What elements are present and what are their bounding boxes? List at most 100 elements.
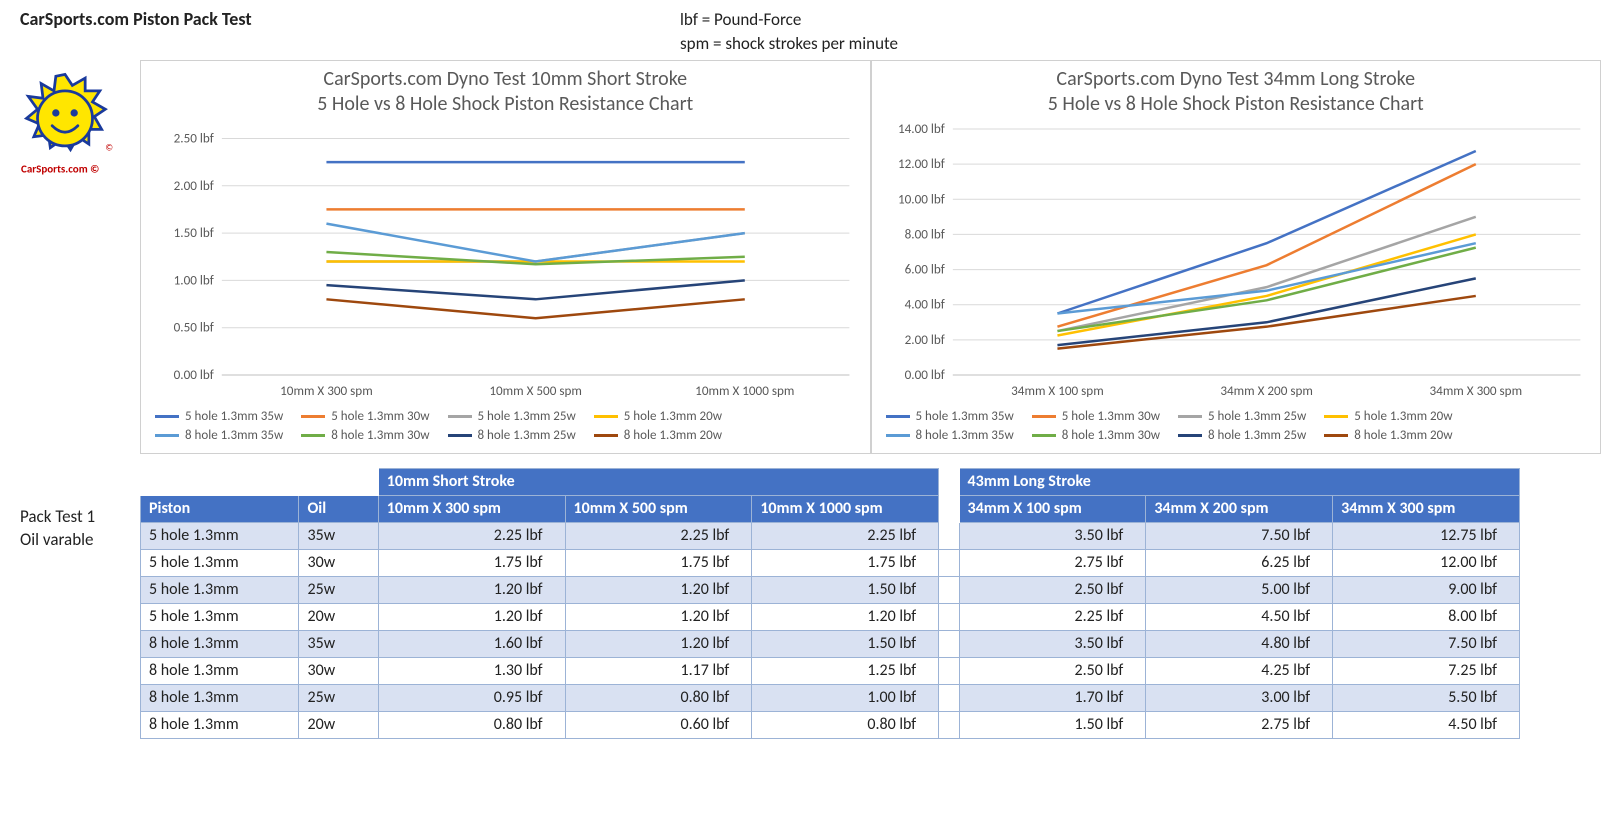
cell-oil: 25w	[299, 576, 378, 603]
legend-label: 5 hole 1.3mm 30w	[1062, 409, 1160, 424]
legend-label: 5 hole 1.3mm 20w	[1354, 409, 1452, 424]
chart-left: CarSports.com Dyno Test 10mm Short Strok…	[140, 60, 871, 454]
col-300b: 34mm X 300 spm	[1333, 495, 1520, 522]
legend-swatch	[155, 415, 179, 418]
table-row: 8 hole 1.3mm25w0.95 lbf0.80 lbf1.00 lbf1…	[141, 684, 1520, 711]
cell-oil: 35w	[299, 630, 378, 657]
legend-swatch	[301, 434, 325, 437]
legend-item-8h30: 8 hole 1.3mm 30w	[1032, 428, 1160, 443]
cell-val: 2.50 lbf	[959, 657, 1146, 684]
cell-val: 1.75 lbf	[565, 549, 752, 576]
side-label-1: Pack Test 1	[20, 506, 140, 529]
legend-item-5h25: 5 hole 1.3mm 25w	[1178, 409, 1306, 424]
legend-label: 8 hole 1.3mm 30w	[331, 428, 429, 443]
cell-oil: 20w	[299, 603, 378, 630]
side-label-2: Oil varable	[20, 529, 140, 552]
cell-val: 1.25 lbf	[752, 657, 939, 684]
cell-val: 2.25 lbf	[565, 522, 752, 549]
chart-right-plot: 0.00 lbf2.00 lbf4.00 lbf6.00 lbf8.00 lbf…	[882, 123, 1591, 403]
svg-text:1.50 lbf: 1.50 lbf	[174, 225, 214, 241]
cell-val: 2.75 lbf	[959, 549, 1146, 576]
col-oil: Oil	[299, 495, 378, 522]
group-header-right: 43mm Long Stroke	[959, 468, 1519, 495]
legend-item-5h20: 5 hole 1.3mm 20w	[1324, 409, 1452, 424]
svg-text:2.50 lbf: 2.50 lbf	[174, 130, 214, 146]
cell-val: 1.75 lbf	[752, 549, 939, 576]
table-row: 5 hole 1.3mm30w1.75 lbf1.75 lbf1.75 lbf2…	[141, 549, 1520, 576]
cell-val: 2.25 lbf	[378, 522, 565, 549]
cell-val: 12.75 lbf	[1333, 522, 1520, 549]
cell-val: 4.50 lbf	[1146, 603, 1333, 630]
svg-text:12.00 lbf: 12.00 lbf	[897, 156, 944, 172]
cell-val: 1.20 lbf	[565, 630, 752, 657]
cell-val: 1.20 lbf	[752, 603, 939, 630]
legend-swatch	[1032, 415, 1056, 418]
chart-right-title-2: 5 Hole vs 8 Hole Shock Piston Resistance…	[1048, 92, 1424, 116]
cell-val: 3.50 lbf	[959, 522, 1146, 549]
svg-text:2.00 lbf: 2.00 lbf	[904, 332, 944, 348]
legend-item-5h25: 5 hole 1.3mm 25w	[448, 409, 576, 424]
svg-text:34mm X 200 spm: 34mm X 200 spm	[1220, 383, 1313, 399]
cell-val: 1.20 lbf	[378, 603, 565, 630]
cell-val: 5.00 lbf	[1146, 576, 1333, 603]
legend-label: 5 hole 1.3mm 35w	[185, 409, 283, 424]
legend-label: 8 hole 1.3mm 20w	[624, 428, 722, 443]
svg-text:©: ©	[105, 143, 113, 154]
cell-val: 4.80 lbf	[1146, 630, 1333, 657]
svg-text:6.00 lbf: 6.00 lbf	[904, 261, 944, 277]
cell-piston: 8 hole 1.3mm	[141, 630, 299, 657]
group-header-left: 10mm Short Stroke	[378, 468, 938, 495]
legend-label: 8 hole 1.3mm 20w	[1354, 428, 1452, 443]
legend-swatch	[448, 434, 472, 437]
table-row: 8 hole 1.3mm35w1.60 lbf1.20 lbf1.50 lbf 3…	[141, 630, 1520, 657]
data-table: 10mm Short Stroke 43mm Long Stroke Pisto…	[140, 468, 1520, 739]
legend-item-5h20: 5 hole 1.3mm 20w	[594, 409, 722, 424]
cell-piston: 5 hole 1.3mm	[141, 576, 299, 603]
col-piston: Piston	[141, 495, 299, 522]
cell-val: 7.25 lbf	[1333, 657, 1520, 684]
legend-item-5h30: 5 hole 1.3mm 30w	[301, 409, 429, 424]
legend-swatch	[1178, 415, 1202, 418]
legend-item-5h30: 5 hole 1.3mm 30w	[1032, 409, 1160, 424]
cell-val: 4.50 lbf	[1333, 711, 1520, 738]
legend-swatch	[448, 415, 472, 418]
table-row: 8 hole 1.3mm20w0.80 lbf0.60 lbf0.80 lbf1…	[141, 711, 1520, 738]
cell-piston: 8 hole 1.3mm	[141, 657, 299, 684]
cell-val: 0.60 lbf	[565, 711, 752, 738]
cell-val: 1.60 lbf	[378, 630, 565, 657]
cell-val: 1.50 lbf	[959, 711, 1146, 738]
legend-swatch	[1032, 434, 1056, 437]
col-500: 10mm X 500 spm	[565, 495, 752, 522]
page-title: CarSports.com Piston Pack Test	[20, 8, 680, 30]
cell-val: 0.80 lbf	[565, 684, 752, 711]
table-row: 5 hole 1.3mm25w1.20 lbf1.20 lbf1.50 lbf2…	[141, 576, 1520, 603]
svg-text:0.50 lbf: 0.50 lbf	[174, 319, 214, 335]
cell-oil: 30w	[299, 657, 378, 684]
cell-val: 2.75 lbf	[1146, 711, 1333, 738]
cell-val: 1.00 lbf	[752, 684, 939, 711]
cell-val: 8.00 lbf	[1333, 603, 1520, 630]
svg-text:4.00 lbf: 4.00 lbf	[904, 296, 944, 312]
chart-right-title-1: CarSports.com Dyno Test 34mm Long Stroke	[1056, 67, 1415, 91]
svg-text:8.00 lbf: 8.00 lbf	[904, 226, 944, 242]
cell-oil: 20w	[299, 711, 378, 738]
legend-label: 8 hole 1.3mm 30w	[1062, 428, 1160, 443]
legend-label: 8 hole 1.3mm 25w	[1208, 428, 1306, 443]
cell-val: 1.50 lbf	[752, 630, 939, 657]
legend-item-8h30: 8 hole 1.3mm 30w	[301, 428, 429, 443]
cell-val: 7.50 lbf	[1333, 630, 1520, 657]
svg-text:34mm X 100 spm: 34mm X 100 spm	[1011, 383, 1104, 399]
svg-text:10mm X 500 spm: 10mm X 500 spm	[489, 383, 582, 399]
legend-label: 5 hole 1.3mm 25w	[478, 409, 576, 424]
svg-text:14.00 lbf: 14.00 lbf	[897, 123, 944, 137]
legend-item-8h20: 8 hole 1.3mm 20w	[594, 428, 722, 443]
cell-val: 3.50 lbf	[959, 630, 1146, 657]
legend-item-5h35: 5 hole 1.3mm 35w	[886, 409, 1014, 424]
legend-swatch	[1324, 434, 1348, 437]
cell-val: 7.50 lbf	[1146, 522, 1333, 549]
legend-swatch	[594, 434, 618, 437]
cell-val: 0.95 lbf	[378, 684, 565, 711]
chart-left-plot: 0.00 lbf0.50 lbf1.00 lbf1.50 lbf2.00 lbf…	[151, 123, 860, 403]
cell-val: 1.20 lbf	[565, 576, 752, 603]
table-row: 8 hole 1.3mm30w1.30 lbf1.17 lbf1.25 lbf2…	[141, 657, 1520, 684]
